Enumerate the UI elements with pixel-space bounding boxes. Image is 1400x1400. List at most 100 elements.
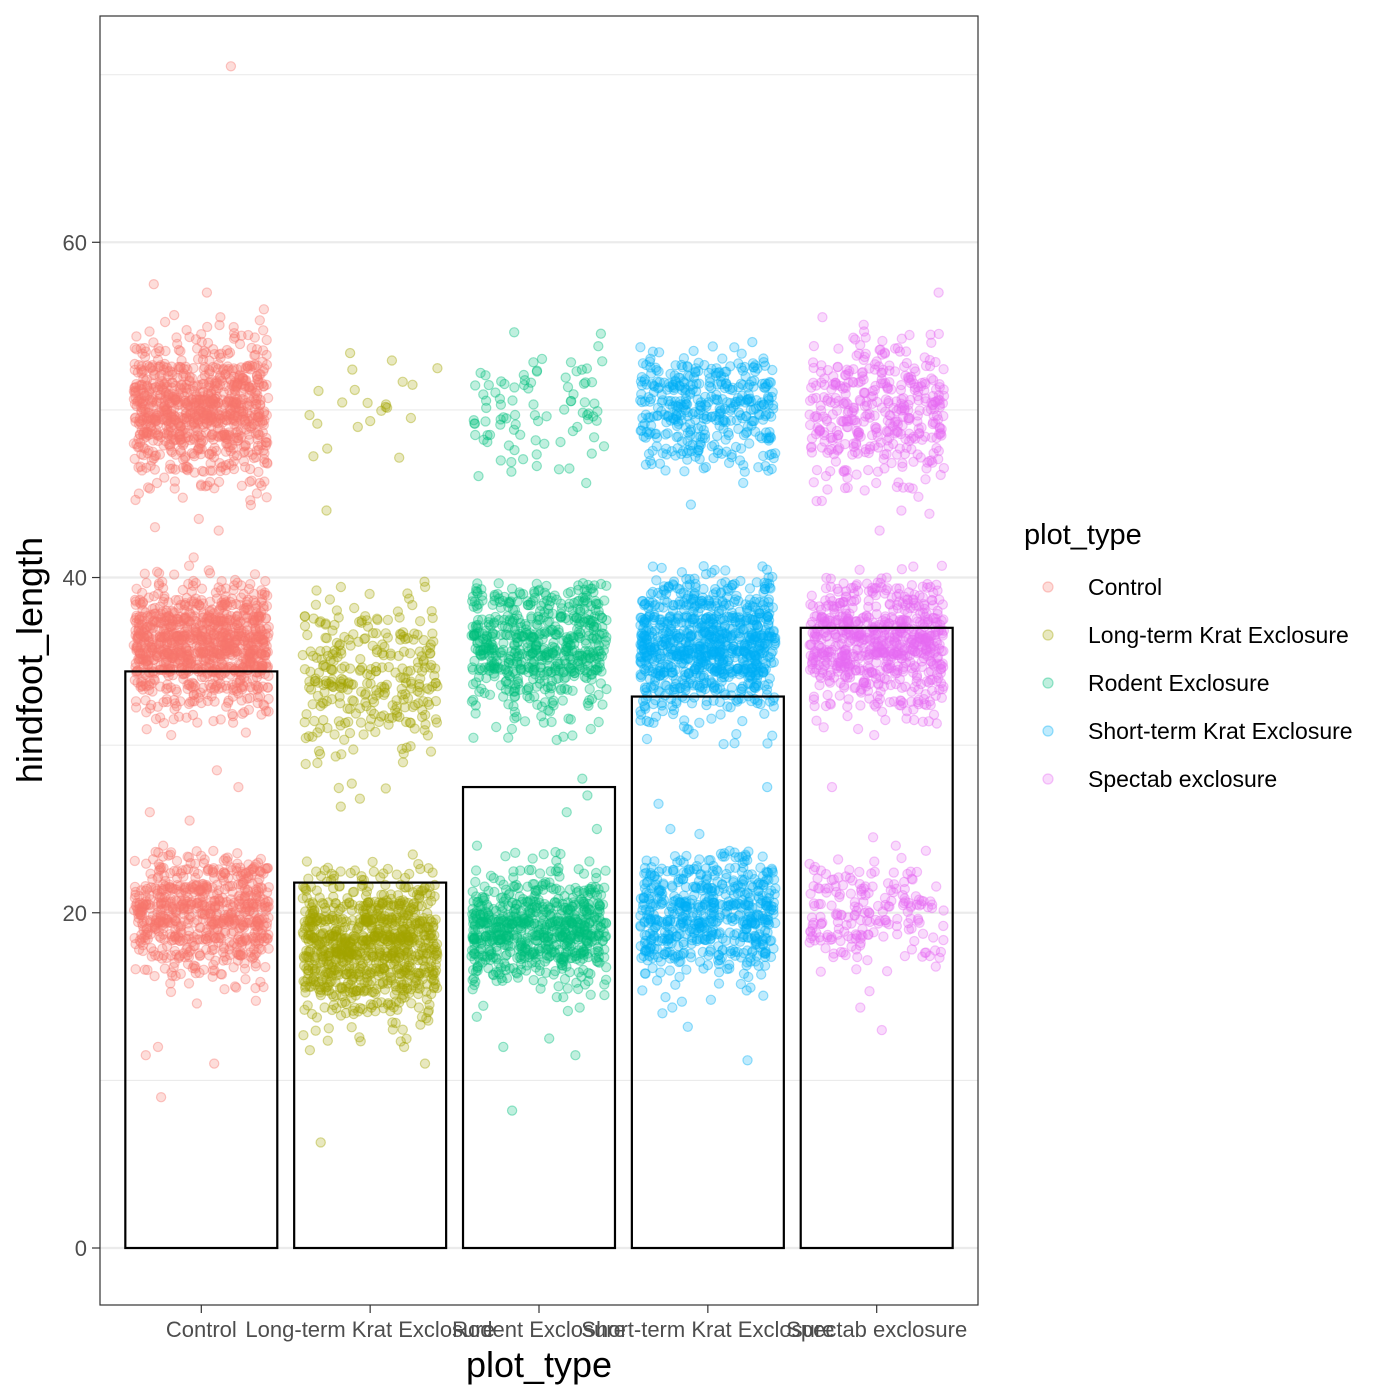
data-point [311, 585, 322, 596]
data-point [137, 442, 149, 453]
data-point [250, 859, 261, 870]
data-point [226, 379, 237, 391]
data-point [233, 372, 245, 383]
data-point [509, 444, 520, 456]
data-point [420, 709, 431, 721]
data-point [202, 695, 213, 707]
data-point [183, 396, 194, 408]
data-point [331, 637, 343, 649]
data-point [205, 412, 216, 423]
data-point [509, 327, 520, 338]
data-point [235, 379, 247, 390]
data-point [346, 905, 358, 916]
data-point [181, 412, 192, 423]
data-point [407, 849, 418, 860]
data-point [535, 983, 546, 994]
data-point [176, 433, 187, 445]
data-point [467, 664, 479, 675]
data-point [529, 410, 541, 421]
data-point [178, 668, 189, 679]
data-point [164, 463, 176, 474]
data-point [261, 334, 272, 346]
data-point [370, 666, 382, 677]
data-point [528, 974, 539, 986]
data-point [153, 343, 164, 354]
data-point [397, 895, 409, 906]
data-point [311, 652, 322, 664]
data-point [509, 382, 520, 393]
data-point [320, 675, 332, 687]
data-point [498, 637, 509, 649]
data-point [201, 287, 213, 298]
data-point [299, 664, 311, 675]
data-point [351, 948, 362, 960]
data-point [198, 466, 210, 477]
data-point [141, 577, 152, 589]
data-point [312, 418, 323, 429]
data-point [164, 392, 175, 404]
data-point [240, 727, 252, 738]
data-point [251, 916, 263, 927]
data-point [430, 949, 441, 960]
data-point [398, 985, 410, 996]
data-point [210, 416, 222, 427]
data-point [564, 463, 575, 474]
data-point [252, 360, 263, 371]
data-point [344, 727, 356, 739]
data-point [355, 717, 367, 728]
data-point [232, 848, 243, 859]
data-point [573, 626, 585, 637]
data-point [345, 867, 356, 879]
data-point [246, 421, 257, 432]
data-point [238, 588, 249, 600]
data-point [229, 981, 241, 992]
data-point [136, 384, 147, 395]
data-point [165, 986, 177, 998]
data-point [236, 480, 248, 491]
data-point [390, 979, 401, 990]
data-point [298, 951, 309, 962]
data-point [228, 432, 240, 444]
data-point [588, 625, 599, 636]
data-point [350, 708, 362, 719]
data-point [579, 592, 591, 604]
data-point [300, 758, 311, 770]
data-point [130, 696, 142, 707]
data-point [314, 748, 326, 760]
data-point [179, 382, 190, 393]
data-point [185, 681, 197, 692]
data-point [135, 417, 146, 428]
data-point [137, 348, 148, 359]
data-point [337, 397, 348, 408]
data-point [169, 395, 181, 406]
data-point [335, 720, 346, 731]
data-point [531, 449, 542, 460]
data-point [324, 594, 336, 605]
data-point [508, 658, 519, 670]
data-point [150, 348, 161, 359]
data-point [129, 453, 140, 465]
data-point [158, 361, 169, 372]
data-point [322, 1035, 333, 1046]
data-point [244, 384, 255, 395]
data-point [510, 419, 521, 430]
data-point [235, 424, 247, 436]
data-point [170, 394, 182, 406]
data-point [242, 871, 254, 882]
data-point [228, 380, 239, 392]
data-point [470, 865, 482, 876]
data-point [217, 364, 229, 376]
data-point [160, 387, 172, 398]
data-point [239, 963, 251, 975]
data-point [257, 415, 268, 427]
data-point [548, 695, 559, 706]
data-point [414, 681, 425, 693]
data-point [179, 391, 190, 402]
data-point [259, 476, 270, 487]
data-point [154, 371, 165, 382]
data-point [315, 965, 327, 976]
data-point [300, 906, 311, 917]
data-point [232, 377, 243, 389]
data-point [233, 781, 244, 793]
data-point [536, 701, 548, 712]
